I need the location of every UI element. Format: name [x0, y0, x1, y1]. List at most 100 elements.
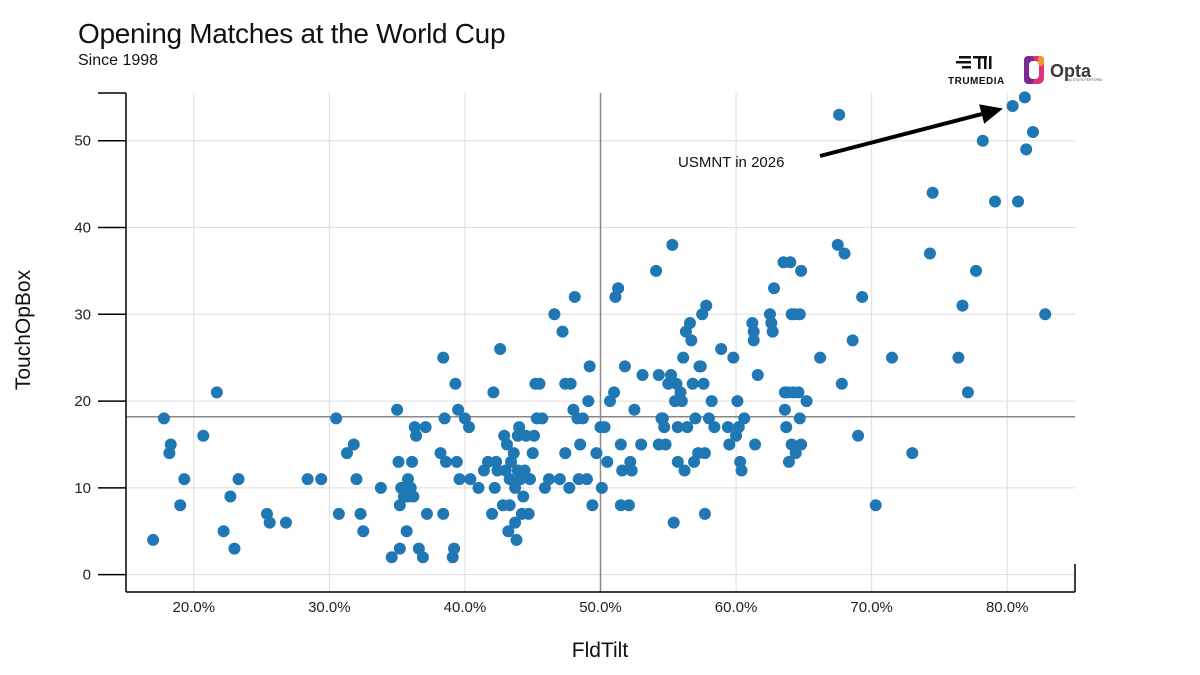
data-point [926, 186, 939, 199]
data-point [590, 447, 603, 460]
data-point [452, 403, 465, 416]
data-point [715, 343, 728, 356]
data-point [453, 473, 466, 486]
data-point [210, 386, 223, 399]
data-point [410, 429, 423, 442]
data-point [612, 282, 625, 295]
data-point [795, 264, 808, 277]
data-point [1018, 91, 1031, 104]
data-point [542, 473, 555, 486]
gridlines [126, 93, 1075, 592]
y-tick-label: 30 [74, 306, 91, 323]
data-point [528, 429, 541, 442]
data-point [228, 542, 241, 555]
data-point [650, 264, 663, 277]
data-point [738, 412, 751, 425]
data-point [178, 473, 191, 486]
data-point [583, 360, 596, 373]
trumedia-logo: TRUMEDIA [948, 56, 1004, 87]
x-tick-label: 40.0% [444, 599, 487, 616]
x-tick-label: 20.0% [173, 599, 216, 616]
data-point [502, 525, 515, 538]
data-point [793, 412, 806, 425]
x-tick-label: 80.0% [986, 599, 1029, 616]
data-point [601, 455, 614, 468]
data-point [385, 551, 398, 564]
data-point [961, 386, 974, 399]
data-point [689, 412, 702, 425]
data-point [232, 473, 245, 486]
data-point [439, 455, 452, 468]
data-point [747, 334, 760, 347]
data-points [147, 91, 1052, 564]
data-point [582, 395, 595, 408]
data-point [658, 421, 671, 434]
data-point [685, 334, 698, 347]
data-point [526, 447, 539, 460]
data-point [814, 351, 827, 364]
data-point [698, 507, 711, 520]
data-point [989, 195, 1002, 208]
data-point [564, 377, 577, 390]
data-point [438, 412, 451, 425]
data-point [279, 516, 292, 529]
data-point [392, 455, 405, 468]
data-point [487, 386, 500, 399]
data-point [686, 377, 699, 390]
annotation-arrowhead [979, 104, 1003, 124]
data-point [652, 369, 665, 382]
data-point [494, 343, 507, 356]
data-point [906, 447, 919, 460]
data-point [568, 290, 581, 303]
data-point [524, 473, 537, 486]
data-point [616, 464, 629, 477]
data-point [553, 473, 566, 486]
opta-tagline: by STATS PERFORM [1068, 78, 1102, 82]
data-point [766, 325, 779, 338]
data-point [217, 525, 230, 538]
data-point [708, 421, 721, 434]
data-point [618, 360, 631, 373]
data-point [667, 516, 680, 529]
data-point [723, 438, 736, 451]
data-point [462, 421, 475, 434]
axes: 20.0% 30.0% 40.0% 50.0% 60.0% 70.0% 80.0% 0 10 20… [74, 92, 1076, 616]
data-point [681, 421, 694, 434]
data-point [671, 421, 684, 434]
data-point [614, 438, 627, 451]
data-point [157, 412, 170, 425]
data-point [522, 507, 535, 520]
data-point [486, 507, 499, 520]
data-point [559, 447, 572, 460]
data-point [437, 507, 450, 520]
data-point [391, 403, 404, 416]
data-point [449, 377, 462, 390]
data-point [778, 403, 791, 416]
data-point [659, 438, 672, 451]
data-point [869, 499, 882, 512]
data-point [793, 308, 806, 321]
data-point [556, 325, 569, 338]
data-point [419, 421, 432, 434]
data-point [923, 247, 936, 260]
data-point [513, 421, 526, 434]
data-point [197, 429, 210, 442]
x-tick-label: 60.0% [715, 599, 758, 616]
annotation: USMNT in 2026 [678, 104, 1003, 171]
data-point [838, 247, 851, 260]
chart-title: Opening Matches at the World Cup [78, 18, 506, 49]
y-axis-title: TouchOpBox [12, 269, 35, 390]
data-point [503, 499, 516, 512]
data-point [507, 447, 520, 460]
data-point [622, 499, 635, 512]
annotation-label: USMNT in 2026 [678, 154, 784, 171]
data-point [357, 525, 370, 538]
data-point [374, 481, 387, 494]
data-point [400, 525, 413, 538]
data-point [664, 369, 677, 382]
data-point [510, 533, 523, 546]
data-point [263, 516, 276, 529]
data-point [625, 464, 638, 477]
data-point [503, 473, 516, 486]
